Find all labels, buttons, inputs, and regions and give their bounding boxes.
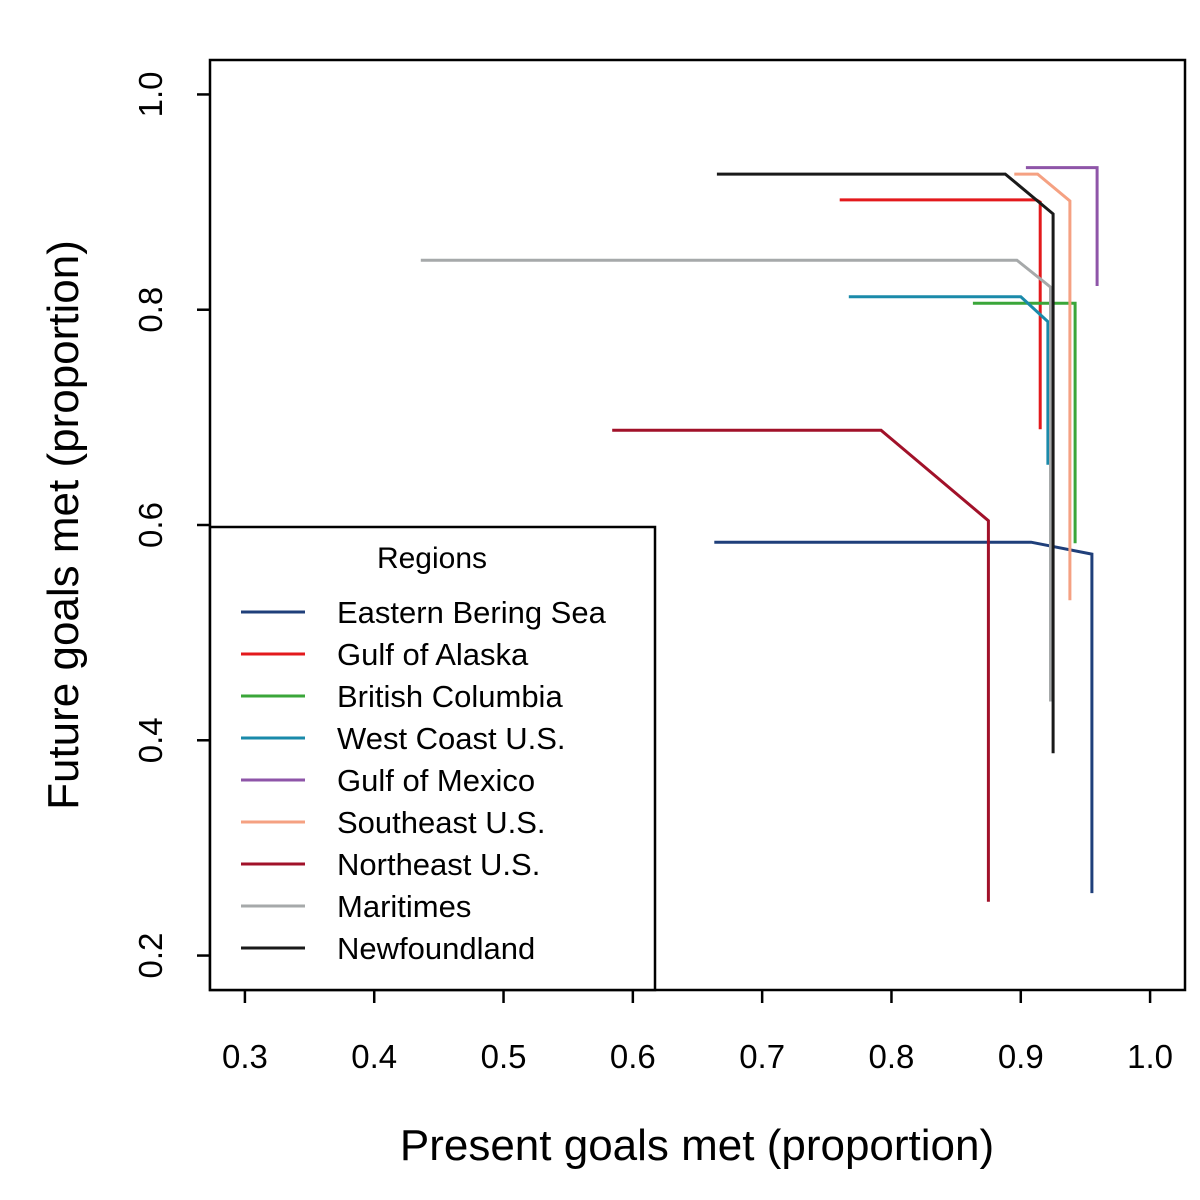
legend: Regions Eastern Bering Sea Gulf of Alaska…	[208, 525, 657, 992]
legend-label: West Coast U.S.	[337, 721, 566, 756]
series-line-6	[612, 428, 990, 902]
y-axis: 0.2 0.4 0.6 0.8 1.0	[132, 71, 210, 979]
series-line-5	[1014, 172, 1072, 601]
legend-label: Southeast U.S.	[337, 805, 546, 840]
x-tick-label: 1.0	[1127, 1038, 1173, 1075]
y-axis-label: Future goals met (proportion)	[39, 240, 88, 810]
x-tick-label: 0.7	[739, 1038, 785, 1075]
x-tick-label: 0.9	[998, 1038, 1044, 1075]
legend-label: Northeast U.S.	[337, 847, 540, 882]
x-tick-label: 0.4	[351, 1038, 397, 1075]
legend-label: Newfoundland	[337, 931, 535, 966]
series-line-2	[972, 301, 1077, 544]
series-line-3	[848, 295, 1050, 465]
legend-title: Regions	[377, 542, 487, 575]
legend-label: Gulf of Alaska	[337, 637, 529, 672]
y-tick-label: 0.2	[132, 933, 169, 979]
legend-label: British Columbia	[337, 679, 563, 714]
y-tick-label: 0.8	[132, 287, 169, 333]
legend-box	[208, 525, 657, 992]
legend-label: Gulf of Mexico	[337, 763, 535, 798]
y-tick-label: 0.6	[132, 502, 169, 548]
series-line-0	[714, 540, 1094, 894]
x-tick-label: 0.8	[869, 1038, 915, 1075]
x-tick-label: 0.5	[481, 1038, 527, 1075]
series-line-7	[420, 258, 1052, 702]
y-tick-label: 0.4	[132, 717, 169, 763]
x-tick-label: 0.3	[222, 1038, 268, 1075]
series-line-8	[716, 172, 1055, 754]
x-tick-label: 0.6	[610, 1038, 656, 1075]
legend-label: Eastern Bering Sea	[337, 595, 607, 630]
x-axis: 0.3 0.4 0.5 0.6 0.7 0.8 0.9 1.0	[222, 990, 1173, 1075]
legend-label: Maritimes	[337, 889, 471, 924]
series-layer	[420, 166, 1099, 902]
y-tick-label: 1.0	[132, 71, 169, 117]
legend-entries: Eastern Bering Sea Gulf of Alaska British …	[241, 595, 607, 966]
series-line-4	[1025, 166, 1099, 286]
x-axis-label: Present goals met (proportion)	[400, 1121, 994, 1170]
